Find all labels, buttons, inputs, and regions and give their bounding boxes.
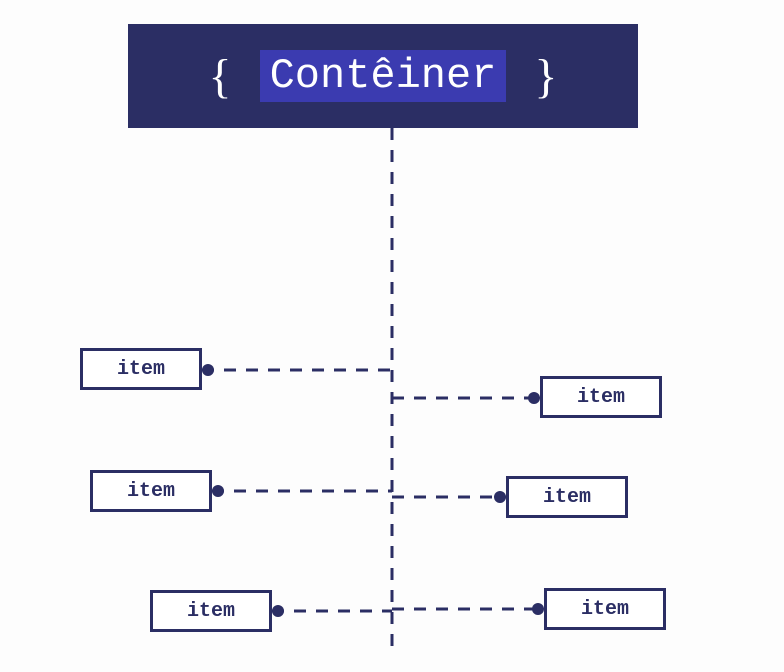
item-node: item <box>506 476 628 518</box>
container-title: Contêiner <box>260 50 507 102</box>
item-node: item <box>90 470 212 512</box>
item-label: item <box>577 386 625 409</box>
item-label: item <box>117 358 165 381</box>
item-node: item <box>80 348 202 390</box>
item-label: item <box>543 486 591 509</box>
brace-right: } <box>534 49 557 104</box>
item-label: item <box>581 598 629 621</box>
item-node: item <box>544 588 666 630</box>
item-label: item <box>187 600 235 623</box>
container-node: { Contêiner } <box>128 24 638 128</box>
item-node: item <box>150 590 272 632</box>
item-label: item <box>127 480 175 503</box>
container-diagram: { Contêiner } item item item item item item <box>0 0 784 672</box>
item-node: item <box>540 376 662 418</box>
brace-left: { <box>209 49 232 104</box>
